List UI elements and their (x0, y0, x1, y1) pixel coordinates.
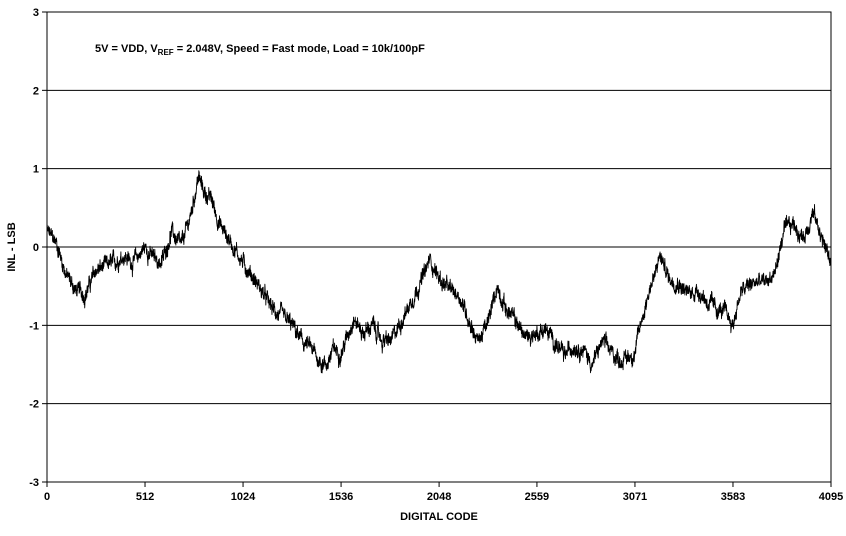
y-tick-label: 2 (33, 85, 39, 97)
test-conditions-annotation: 5V = VDD, VREF = 2.048V, Speed = Fast mo… (95, 43, 425, 57)
x-tick-labels: 0 512 1024 1536 2048 2559 3071 3583 4095 (44, 491, 843, 503)
annotation-subscript: REF (158, 48, 174, 57)
series-layer (46, 170, 832, 374)
series-line-0 (46, 170, 832, 374)
y-tick-label: 3 (33, 7, 39, 19)
annotation-suffix: = 2.048V, Speed = Fast mode, Load = 10k/… (174, 43, 425, 55)
x-tick-label: 4095 (819, 491, 843, 503)
y-tick-label: 1 (33, 164, 39, 176)
y-tick-label: -2 (29, 399, 39, 411)
y-tick-labels: 3 2 1 0 -1 -2 -3 (29, 7, 39, 489)
x-axis-title: DIGITAL CODE (400, 511, 478, 523)
tick-marks (42, 11, 832, 487)
y-axis-title: INL - LSB (6, 222, 18, 271)
y-tick-label: 0 (33, 242, 39, 254)
annotation-prefix: 5V = VDD, V (95, 43, 158, 55)
x-tick-label: 3583 (721, 491, 745, 503)
y-tick-label: -3 (29, 477, 39, 489)
x-tick-label: 0 (44, 491, 50, 503)
x-tick-label: 2559 (525, 491, 549, 503)
x-tick-label: 1024 (231, 491, 256, 503)
x-tick-label: 3071 (623, 491, 647, 503)
x-tick-label: 512 (136, 491, 154, 503)
x-tick-label: 2048 (427, 491, 451, 503)
gridlines (47, 89, 831, 405)
x-tick-label: 1536 (329, 491, 353, 503)
y-tick-label: -1 (29, 320, 39, 332)
